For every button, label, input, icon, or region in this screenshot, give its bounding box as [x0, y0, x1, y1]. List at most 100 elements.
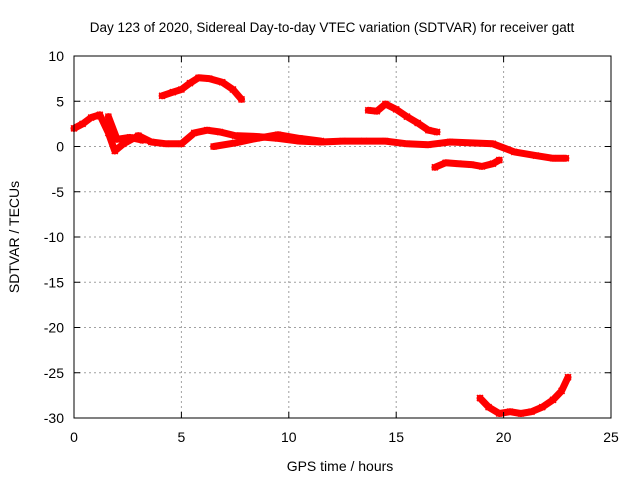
data-point — [126, 133, 134, 141]
data-point — [216, 128, 224, 136]
data-point — [338, 137, 347, 145]
x-tick-label: 10 — [281, 429, 297, 445]
data-point — [111, 147, 119, 155]
data-point — [442, 159, 450, 167]
data-point — [274, 131, 282, 139]
data-point — [253, 134, 261, 142]
data-point — [317, 137, 325, 145]
data-point — [139, 136, 147, 144]
data-point — [104, 113, 112, 121]
data-point — [558, 387, 566, 395]
data-point — [454, 160, 463, 168]
data-point — [96, 111, 104, 119]
data-point — [478, 162, 486, 170]
data-point — [373, 107, 381, 115]
data-point — [467, 161, 475, 169]
data-point — [158, 92, 166, 100]
x-tick-label: 15 — [388, 429, 404, 445]
series-line — [476, 373, 572, 417]
y-tick-label: -30 — [44, 410, 64, 426]
series-line — [70, 111, 570, 162]
data-point — [229, 85, 237, 94]
data-point — [147, 138, 155, 146]
data-point — [381, 137, 389, 145]
axis-ticks: 0 5 10 15 20 25 -30 -25 -20 -15 -10 -5 0 5 10 — [44, 48, 619, 445]
data-point — [218, 78, 226, 86]
y-tick-label: 10 — [48, 48, 64, 64]
series-arc-1 — [70, 111, 570, 162]
data-point — [113, 135, 121, 143]
y-tick-label: -5 — [52, 184, 65, 200]
data-point — [562, 154, 570, 162]
data-point — [238, 95, 246, 103]
data-point — [433, 128, 441, 136]
x-tick-label: 5 — [178, 429, 186, 445]
data-point — [476, 394, 484, 402]
data-point — [403, 113, 411, 121]
data-point — [210, 142, 218, 151]
series-arc-6 — [431, 156, 503, 171]
series-arc-7 — [476, 373, 572, 418]
data-point — [564, 373, 572, 381]
data-point — [431, 163, 439, 171]
series-arc-4 — [158, 74, 246, 103]
data-point — [510, 148, 518, 156]
x-tick-label: 25 — [603, 429, 619, 445]
series-arc-3 — [210, 131, 325, 151]
data-point — [190, 129, 198, 137]
data-point — [186, 79, 194, 87]
data-point — [446, 138, 454, 146]
data-point — [549, 154, 557, 162]
data-point — [169, 88, 177, 96]
series-line — [104, 113, 147, 144]
data-point — [538, 403, 546, 411]
data-point — [177, 85, 185, 94]
x-tick-label: 0 — [70, 429, 78, 445]
data-point — [162, 140, 170, 148]
series-layer — [70, 74, 572, 418]
data-point — [489, 140, 497, 148]
data-point — [424, 141, 432, 149]
x-axis-label: GPS time / hours — [287, 458, 394, 474]
data-point — [195, 74, 203, 82]
data-point — [203, 126, 211, 134]
data-point — [424, 126, 432, 134]
data-point — [495, 409, 503, 418]
data-point — [177, 140, 185, 148]
y-tick-label: -15 — [44, 274, 64, 290]
series-arc-2 — [104, 113, 147, 144]
y-tick-label: -10 — [44, 229, 64, 245]
data-point — [467, 139, 475, 147]
chart-title: Day 123 of 2020, Sidereal Day-to-day VTE… — [90, 20, 575, 35]
data-point — [485, 403, 493, 411]
y-tick-label: -20 — [44, 320, 64, 336]
series-line — [210, 131, 325, 150]
data-point — [527, 408, 536, 416]
data-point — [489, 160, 497, 168]
y-axis-label: SDTVAR / TECUs — [6, 181, 22, 293]
data-point — [360, 137, 368, 145]
data-point — [381, 100, 389, 108]
data-point — [517, 409, 525, 418]
data-point — [506, 408, 514, 416]
data-point — [414, 119, 422, 127]
data-point — [549, 396, 557, 404]
series-arc-5 — [364, 100, 441, 136]
data-point — [79, 120, 87, 128]
data-point — [532, 152, 540, 160]
y-tick-label: 0 — [56, 139, 64, 155]
data-point — [364, 106, 372, 114]
data-point — [403, 140, 411, 148]
data-point — [87, 114, 95, 122]
x-tick-label: 20 — [496, 429, 512, 445]
data-point — [296, 134, 304, 142]
y-tick-label: 5 — [56, 93, 64, 109]
data-point — [205, 75, 213, 83]
series-line — [158, 74, 245, 103]
data-point — [231, 132, 239, 140]
grid — [74, 56, 611, 418]
data-point — [231, 139, 239, 147]
y-tick-label: -25 — [44, 365, 64, 381]
data-point — [392, 105, 400, 113]
